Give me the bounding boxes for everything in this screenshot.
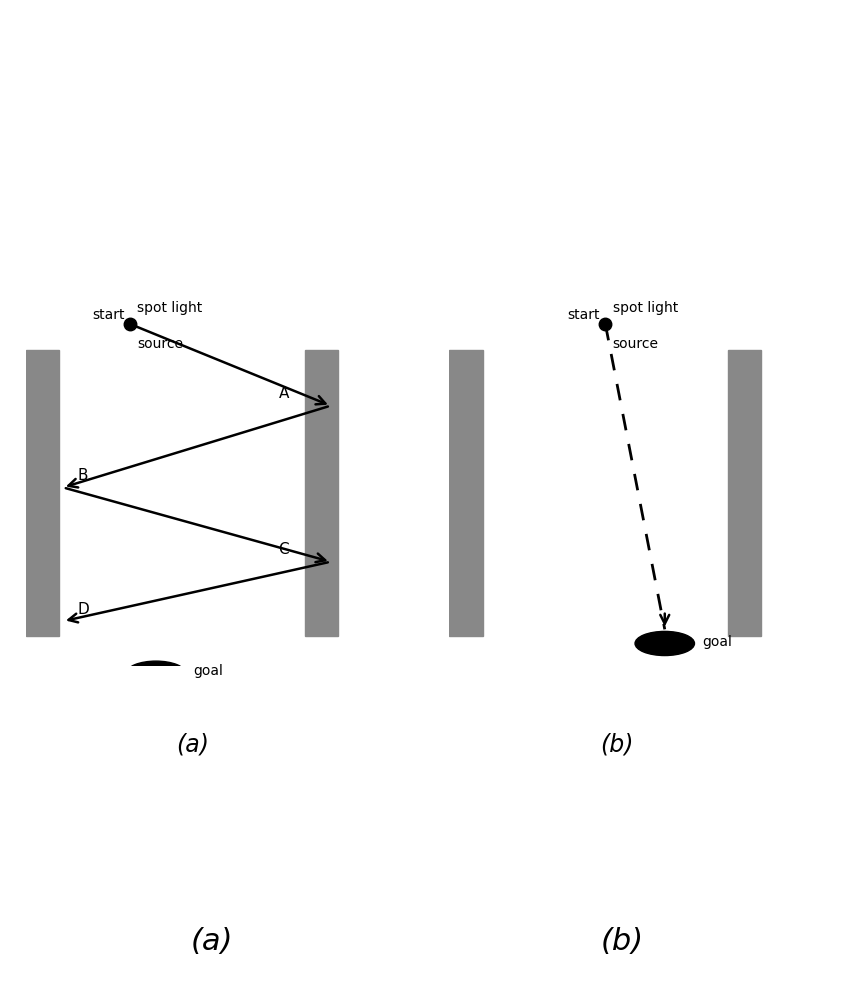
Text: D: D — [78, 602, 90, 617]
Bar — [304, 350, 338, 636]
Text: start: start — [92, 308, 124, 322]
Text: (b): (b) — [600, 927, 644, 956]
Text: (b): (b) — [600, 733, 633, 757]
Text: (a): (a) — [176, 733, 210, 757]
Text: spot light: spot light — [613, 301, 678, 315]
Text: goal: goal — [702, 635, 732, 649]
Bar — [727, 350, 761, 636]
Text: A: A — [278, 386, 289, 401]
Text: C: C — [278, 542, 289, 557]
Text: source: source — [137, 337, 183, 351]
Text: goal: goal — [193, 664, 223, 678]
Bar — [449, 350, 483, 636]
Ellipse shape — [635, 631, 695, 656]
Ellipse shape — [126, 661, 186, 685]
Text: start: start — [568, 308, 600, 322]
Text: source: source — [613, 337, 658, 351]
Text: spot light: spot light — [137, 301, 203, 315]
Bar — [26, 350, 60, 636]
Text: B: B — [78, 468, 88, 483]
Text: (a): (a) — [190, 927, 233, 956]
